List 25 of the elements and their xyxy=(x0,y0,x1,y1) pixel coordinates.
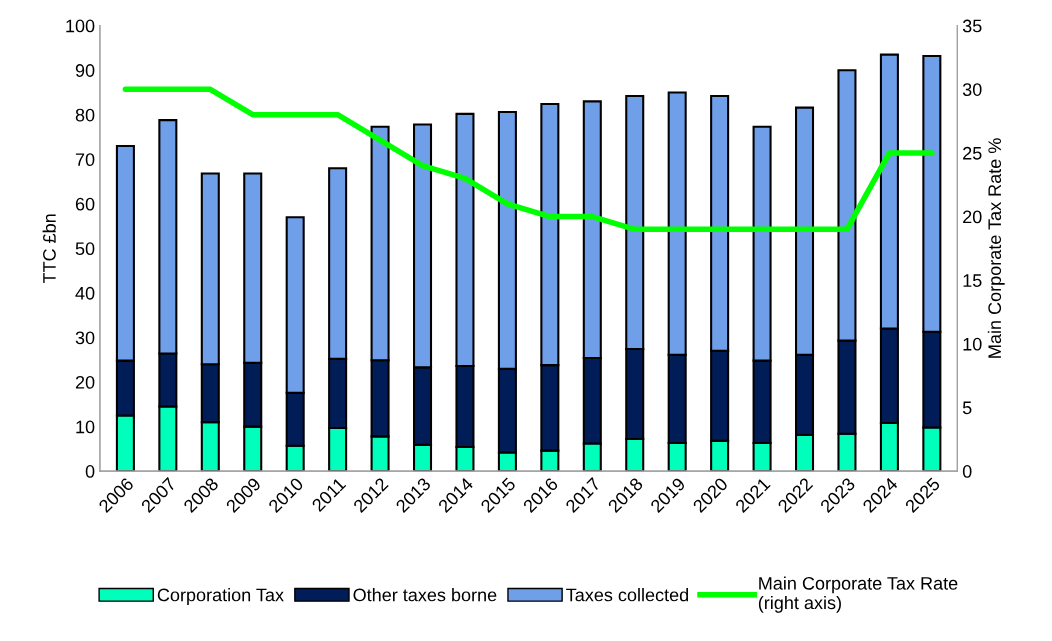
y-tick-label: 10 xyxy=(76,420,95,434)
y-tick-label: 60 xyxy=(75,197,95,211)
y2-axis-title: Main Corporate Tax Rate % xyxy=(987,138,1005,358)
legend-label: Main Corporate Tax Rate (right axis) xyxy=(758,576,958,613)
y-tick-label: 70 xyxy=(75,153,95,167)
legend-label: Other taxes borne xyxy=(353,588,497,602)
y2-tick-label: 20 xyxy=(963,210,982,224)
y2-tick-label: 15 xyxy=(963,274,982,287)
legend-label: Taxes collected xyxy=(566,588,689,602)
y-tick-label: 90 xyxy=(75,64,95,77)
y-tick-label: 50 xyxy=(75,242,95,256)
y2-tick-label: 30 xyxy=(962,83,982,96)
y-tick-label: 0 xyxy=(85,465,95,478)
y-tick-label: 80 xyxy=(75,108,95,122)
y2-tick-label: 5 xyxy=(962,401,972,415)
y-tick-label: 20 xyxy=(75,375,95,389)
y2-tick-label: 35 xyxy=(962,19,982,33)
y2-tick-label: 10 xyxy=(963,337,982,351)
y-axis-title: TTC £bn xyxy=(42,214,56,284)
y-tick-label: 30 xyxy=(75,331,95,345)
y2-tick-label: 25 xyxy=(963,146,982,160)
y2-tick-label: 0 xyxy=(962,465,972,478)
y-tick-label: 40 xyxy=(75,286,95,300)
legend-label: Corporation Tax xyxy=(157,588,284,605)
y-tick-label: 100 xyxy=(66,19,95,33)
